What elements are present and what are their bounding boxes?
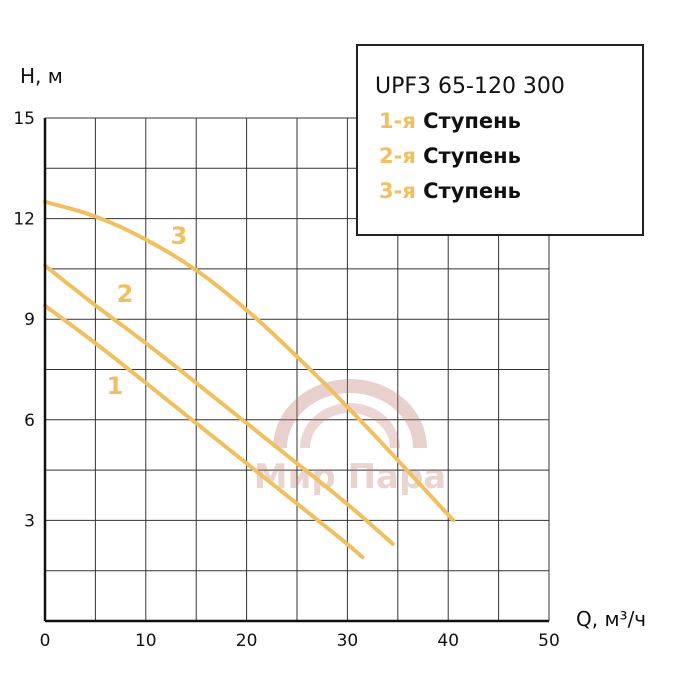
x-axis-label: Q, м³/ч: [576, 607, 646, 631]
pump-curve-1: [43, 303, 365, 560]
x-tick-label: 50: [538, 631, 560, 651]
legend-entry-suffix: Ступень: [423, 144, 521, 168]
y-tick-label: 9: [24, 310, 35, 330]
curve-label-3: 3: [171, 222, 188, 250]
x-tick-label: 20: [236, 631, 258, 651]
y-tick-label: 12: [13, 210, 35, 230]
grid: [45, 117, 550, 621]
legend-title: UPF3 65-120 300: [375, 74, 565, 99]
legend-entry-prefix: 3-я: [379, 179, 423, 203]
pump-curve-3: [43, 199, 456, 523]
curve-label-1: 1: [107, 372, 124, 400]
legend-entry-prefix: 1-я: [379, 109, 423, 133]
legend-entry-2: 2-я Ступень: [379, 144, 521, 168]
pump-curve-2: [43, 263, 395, 546]
legend-entry-suffix: Ступень: [423, 109, 521, 133]
y-tick-label: 3: [24, 511, 35, 531]
x-tick-label: 40: [437, 631, 459, 651]
legend-entry-prefix: 2-я: [379, 144, 423, 168]
watermark-arc: [273, 379, 427, 449]
x-tick-label: 30: [337, 631, 359, 651]
legend-entry-suffix: Ступень: [423, 179, 521, 203]
y-tick-label: 15: [13, 109, 35, 129]
y-tick-label: 6: [24, 411, 35, 431]
y-axis-label: H, м: [20, 64, 63, 88]
legend-entry-3: 3-я Ступень: [379, 179, 521, 203]
legend-entry-1: 1-я Ступень: [379, 109, 521, 133]
curve-label-2: 2: [117, 280, 134, 308]
x-tick-label: 0: [40, 631, 51, 651]
x-tick-label: 10: [135, 631, 157, 651]
curves: 1 2 3: [43, 199, 456, 560]
legend-box: [356, 44, 644, 236]
